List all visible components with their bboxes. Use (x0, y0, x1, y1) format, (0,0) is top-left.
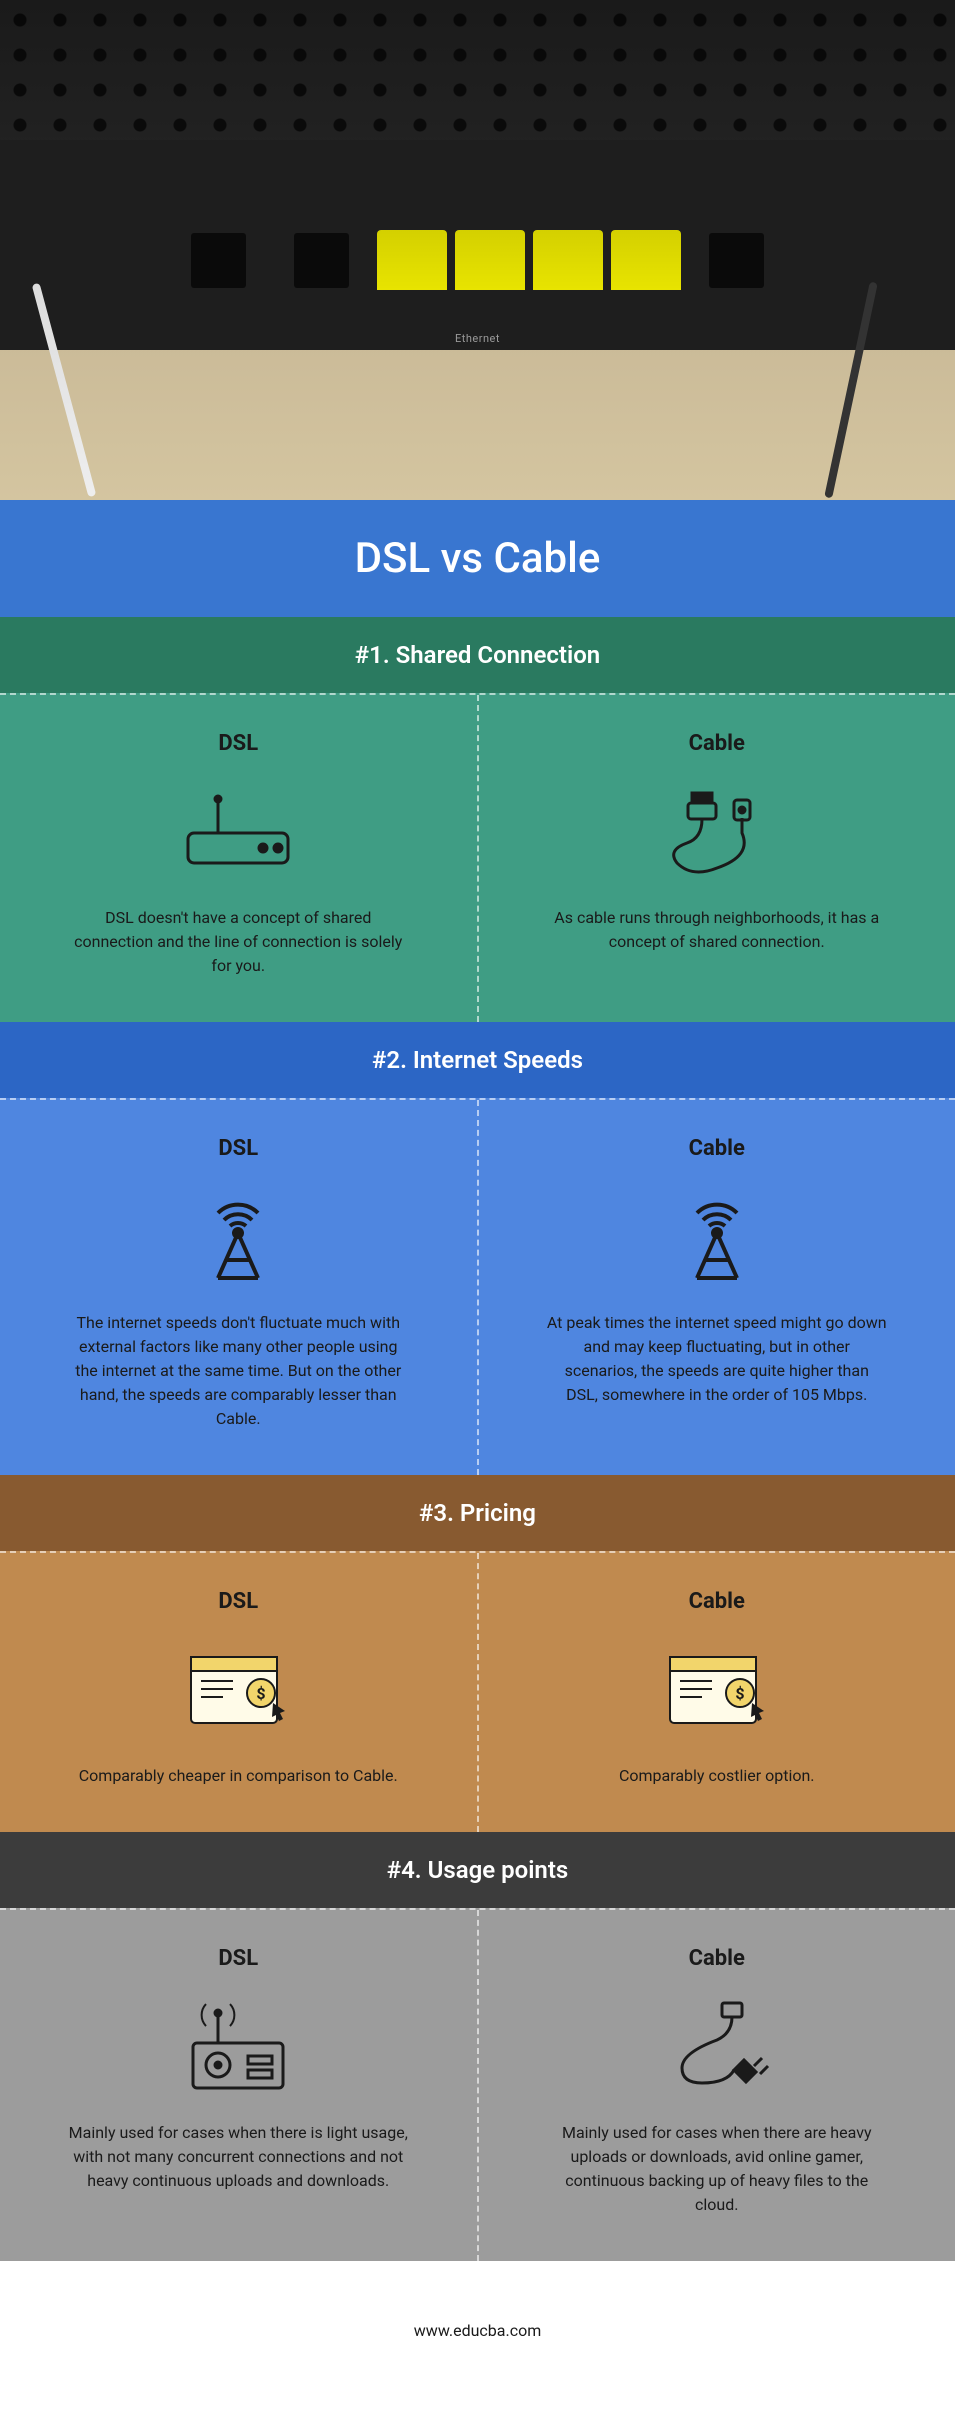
section-header-pricing: #3. Pricing (0, 1475, 955, 1551)
ethernet-label: Ethernet (455, 332, 500, 345)
cell-title: DSL (40, 731, 437, 756)
pricing-icon: $ (40, 1636, 437, 1746)
section-header-shared-connection: #1. Shared Connection (0, 617, 955, 693)
comparison-cell-cable: Cable $ Comparably costlier option. (479, 1553, 955, 1832)
ethernet-port (533, 230, 603, 290)
cable-icon (519, 778, 916, 888)
cell-description: Comparably costlier option. (547, 1764, 887, 1788)
section-header-internet-speeds: #2. Internet Speeds (0, 1022, 955, 1098)
comparison-cell-dsl: DSL Mainly used for cases when there is … (0, 1910, 479, 2261)
section-header-usage-points: #4. Usage points (0, 1832, 955, 1908)
internet-port (709, 233, 764, 288)
usb-port (294, 233, 349, 288)
antenna-icon (519, 1183, 916, 1293)
cell-description: The internet speeds don't fluctuate much… (68, 1311, 408, 1431)
cell-title: Cable (519, 1946, 916, 1971)
plug-icon (519, 1993, 916, 2103)
comparison-cell-dsl: DSL DSL doesn't have a concept of shared… (0, 695, 479, 1022)
cell-description: Mainly used for cases when there are hea… (547, 2121, 887, 2217)
cell-title: DSL (40, 1946, 437, 1971)
cell-title: DSL (40, 1136, 437, 1161)
svg-text:$: $ (257, 1684, 266, 1703)
comparison-cell-dsl: DSL The internet speeds don't fluctuate … (0, 1100, 479, 1475)
adsl-port (191, 233, 246, 288)
ethernet-port (611, 230, 681, 290)
router-ports (0, 200, 955, 320)
ethernet-port (377, 230, 447, 290)
comparison-cell-cable: Cable At peak times the internet speed m… (479, 1100, 955, 1475)
cell-title: DSL (40, 1589, 437, 1614)
comparison-row: DSL The internet speeds don't fluctuate … (0, 1098, 955, 1475)
ethernet-port (455, 230, 525, 290)
hero-router-image: Ethernet (0, 0, 955, 500)
cell-description: DSL doesn't have a concept of shared con… (68, 906, 408, 978)
svg-text:$: $ (735, 1684, 744, 1703)
dsl-modem-icon (40, 778, 437, 888)
comparison-cell-cable: Cable As cable runs through neighborhood… (479, 695, 955, 1022)
cell-description: Comparably cheaper in comparison to Cabl… (68, 1764, 408, 1788)
cell-title: Cable (519, 1589, 916, 1614)
comparison-row: DSL DSL doesn't have a concept of shared… (0, 693, 955, 1022)
cell-title: Cable (519, 1136, 916, 1161)
pricing-icon: $ (519, 1636, 916, 1746)
cell-title: Cable (519, 731, 916, 756)
infographic-title: DSL vs Cable (0, 500, 955, 617)
cell-description: As cable runs through neighborhoods, it … (547, 906, 887, 954)
radio-device-icon (40, 1993, 437, 2103)
comparison-cell-dsl: DSL $ Comparably cheaper in comparison t… (0, 1553, 479, 1832)
cell-description: Mainly used for cases when there is ligh… (68, 2121, 408, 2193)
router-vents (0, 0, 955, 140)
footer-url: www.educba.com (0, 2261, 955, 2400)
comparison-row: DSL $ Comparably cheaper in comparison t… (0, 1551, 955, 1832)
comparison-row: DSL Mainly used for cases when there is … (0, 1908, 955, 2261)
comparison-cell-cable: Cable Mainly used for cases when there a… (479, 1910, 955, 2261)
cell-description: At peak times the internet speed might g… (547, 1311, 887, 1407)
antenna-icon (40, 1183, 437, 1293)
